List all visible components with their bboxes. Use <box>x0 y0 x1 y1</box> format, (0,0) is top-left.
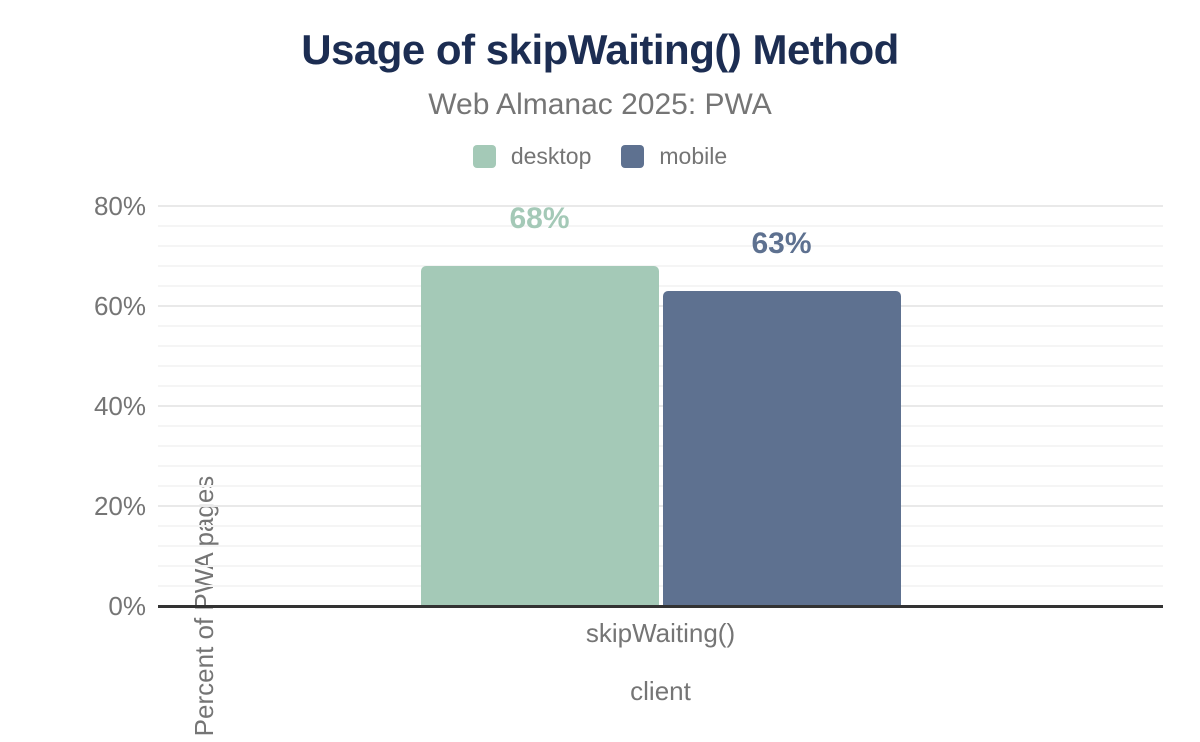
y-tick-label: 80% <box>93 191 146 221</box>
gridline-minor <box>158 545 1163 547</box>
legend-label: desktop <box>510 143 592 169</box>
legend-item-desktop: desktop <box>472 143 592 169</box>
plot-area: Percent of PWA pages 68% 63% <box>158 192 1163 736</box>
legend-item-mobile: mobile <box>621 144 727 168</box>
x-axis-title: client <box>630 676 691 706</box>
gridline-minor <box>158 565 1163 567</box>
gridline-minor <box>158 265 1163 267</box>
gridline-minor <box>158 245 1163 247</box>
gridline-minor <box>158 445 1163 447</box>
x-tick-label: skipWaiting() <box>585 618 736 648</box>
gridline-minor <box>158 225 1163 227</box>
legend: desktop mobile <box>0 144 1200 168</box>
gridline-minor <box>158 385 1163 387</box>
y-tick-label: 60% <box>93 291 146 321</box>
bar-desktop <box>420 266 659 606</box>
chart-title: Usage of skipWaiting() Method <box>301 26 899 73</box>
legend-swatch-mobile <box>621 144 645 168</box>
gridline-minor <box>158 325 1163 327</box>
legend-swatch-desktop <box>472 144 496 168</box>
bar-value-label-desktop: 68% <box>509 202 570 235</box>
y-tick-label: 20% <box>93 491 146 521</box>
gridline-major <box>158 405 1163 407</box>
gridline-minor <box>158 425 1163 427</box>
gridline-minor <box>158 525 1163 527</box>
legend-label: mobile <box>659 143 728 169</box>
gridline-minor <box>158 285 1163 287</box>
gridline-minor <box>158 485 1163 487</box>
gridline-major <box>158 205 1163 207</box>
gridline-major <box>158 505 1163 507</box>
y-tick-label: 40% <box>93 391 146 421</box>
y-tick-label: 0% <box>108 591 146 621</box>
gridline-minor <box>158 585 1163 587</box>
gridline-minor <box>158 465 1163 467</box>
chart-subtitle: Web Almanac 2025: PWA <box>428 88 772 121</box>
x-axis-line <box>158 605 1163 608</box>
bar-mobile <box>662 291 901 606</box>
bar-value-label-mobile: 63% <box>751 227 812 260</box>
gridline-minor <box>158 365 1163 367</box>
gridline-minor <box>158 345 1163 347</box>
gridline-major <box>158 305 1163 307</box>
